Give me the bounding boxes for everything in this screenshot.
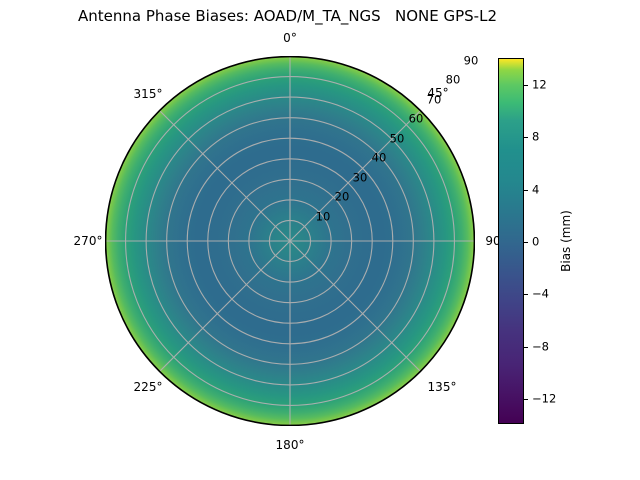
polar-grid (105, 56, 475, 426)
theta-tick-label-45: 45° (427, 86, 449, 100)
colorbar-tick-mark (523, 137, 528, 139)
chart-title: Antenna Phase Biases: AOAD/M_TA_NGS NONE… (77, 7, 497, 25)
colorbar-tick-mark (523, 189, 528, 191)
r-tick-label-60: 60 (408, 111, 424, 126)
colorbar-tick-label: −4 (532, 286, 549, 301)
colorbar-tick-label: 0 (532, 234, 540, 249)
polar-outer-spine (105, 56, 475, 426)
theta-tick-label-180: 180° (275, 438, 305, 452)
r-tick-label-80: 80 (445, 72, 461, 87)
r-tick-label-20: 20 (334, 189, 350, 204)
colorbar-tick-mark (523, 85, 528, 87)
polar-plot-svg (105, 56, 475, 426)
colorbar-tick-label: −12 (532, 391, 557, 406)
colorbar-tick-label: −8 (532, 338, 549, 353)
r-tick-label-50: 50 (389, 131, 405, 146)
r-tick-label-90: 90 (463, 53, 479, 68)
colorbar-axis-label: Bias (mm) (559, 210, 573, 272)
theta-tick-label-270: 270° (73, 234, 103, 248)
r-tick-label-10: 10 (315, 209, 331, 224)
colorbar-tick-mark (523, 242, 528, 243)
colorbar[interactable]: −12 −8 −4 0 4 8 12 (498, 58, 556, 424)
colorbar-tick-mark (523, 346, 528, 348)
colorbar-tick-label: 12 (532, 77, 547, 92)
colorbar-gradient (499, 59, 523, 423)
theta-tick-label-135: 135° (427, 380, 457, 394)
r-tick-label-30: 30 (352, 170, 368, 185)
colorbar-tick-mark (523, 294, 528, 296)
polar-axes[interactable]: 10 20 30 40 50 60 70 80 90 0° 45° 90 135… (74, 32, 501, 451)
theta-tick-label-225: 225° (133, 380, 163, 394)
theta-tick-label-90: 90 (485, 234, 501, 248)
colorbar-tick-label: 4 (532, 181, 540, 196)
theta-tick-label-0: 0° (283, 31, 297, 45)
r-tick-label-40: 40 (371, 150, 387, 165)
colorbar-tick-mark (523, 398, 528, 400)
theta-tick-label-315: 315° (133, 87, 163, 101)
colorbar-tick-label: 8 (532, 129, 540, 144)
r-tick-label-70: 70 (426, 92, 442, 107)
